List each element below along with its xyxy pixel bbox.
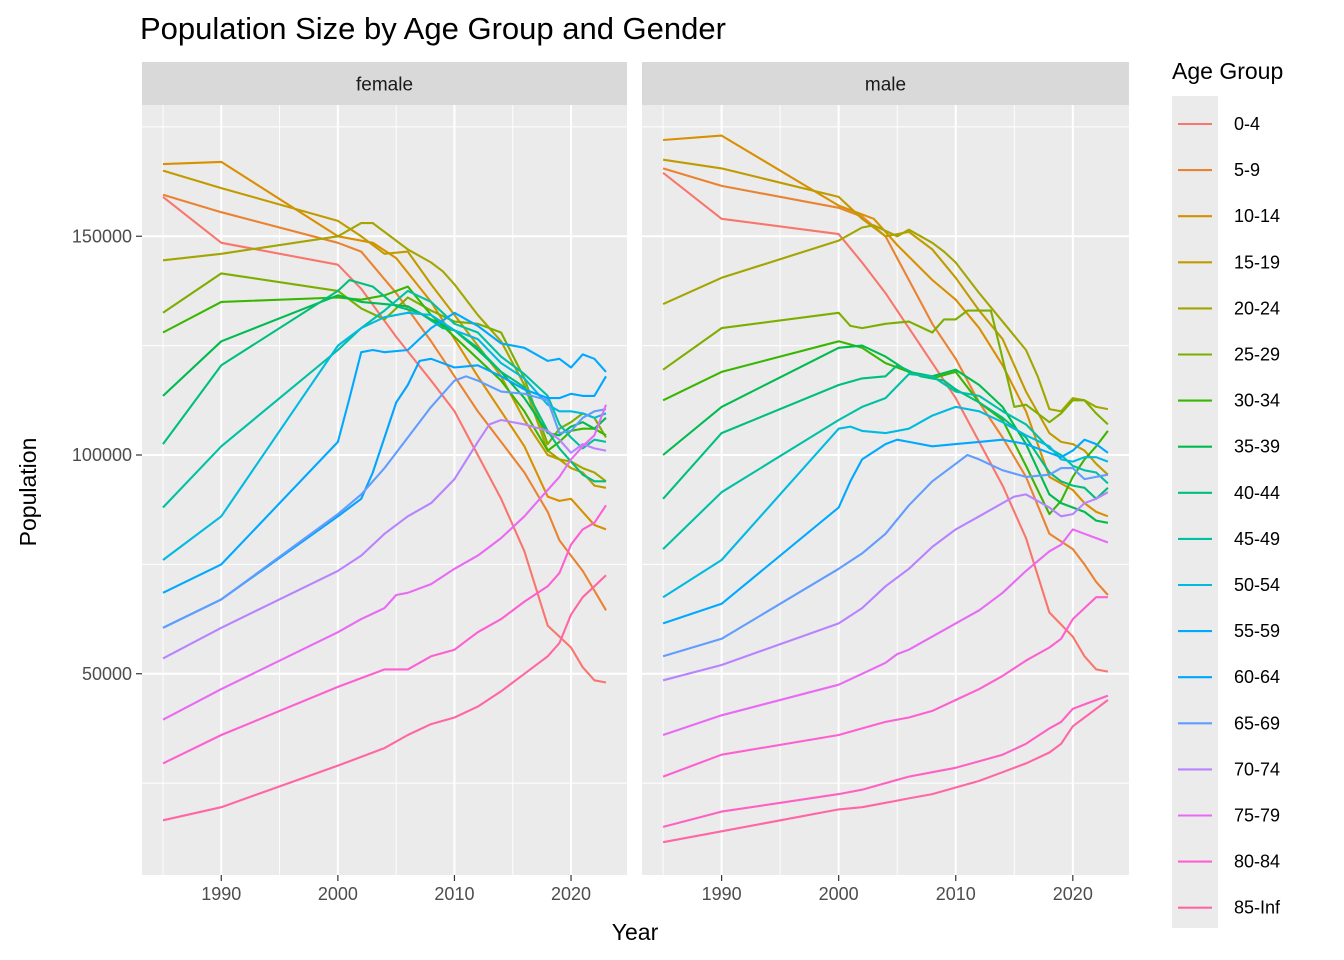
series-line-female-0-4 (162, 196, 607, 684)
x-tick-label: 2000 (819, 884, 859, 904)
series-line-male-10-14 (663, 134, 1109, 518)
legend-label-30-34: 30-34 (1234, 391, 1280, 411)
series-line-female-60-64 (162, 357, 607, 629)
x-axis-title: Year (612, 919, 659, 945)
series-line-male-40-44 (662, 364, 1109, 500)
x-tick-label: 1990 (702, 884, 742, 904)
legend-label-20-24: 20-24 (1234, 298, 1280, 318)
legend: Age Group 0-4 5-9 10-14 15-19 20-24 25-29 30-3… (1172, 58, 1283, 928)
series-line-male-80-84 (662, 694, 1109, 828)
y-tick-label: 50000 (82, 664, 132, 684)
strip-label-male: male (865, 75, 906, 96)
series-line-female-80-84 (162, 504, 607, 765)
series-line-male-75-79 (662, 596, 1108, 778)
panel-background-female (142, 105, 627, 875)
x-tick-label: 2010 (936, 884, 976, 904)
series-line-female-40-44 (162, 278, 606, 483)
series-line-male-20-24 (662, 224, 1109, 413)
x-tick-label: 2010 (434, 884, 474, 904)
y-tick-label: 150000 (72, 226, 132, 246)
series-line-male-25-29 (662, 309, 1109, 426)
legend-title: Age Group (1172, 58, 1283, 84)
series-line-female-5-9 (162, 193, 607, 611)
series-line-male-60-64 (662, 453, 1109, 658)
legend-background (1172, 96, 1218, 928)
x-tick-label: 2000 (318, 884, 358, 904)
series-line-female-65-69 (162, 375, 607, 629)
series-line-male-55-59 (662, 438, 1109, 625)
x-tick-label: 2020 (551, 884, 591, 904)
legend-label-40-44: 40-44 (1234, 483, 1280, 503)
legend-label-65-69: 65-69 (1234, 713, 1280, 733)
series-line-female-15-19 (162, 169, 607, 489)
strip-female (142, 62, 627, 105)
panel-female: female 1990 2000 2010 2020 50000 100000 150000 (72, 62, 627, 904)
series-line-female-85-Inf (162, 574, 607, 822)
series-line-male-50-54 (662, 405, 1109, 599)
series-line-male-70-74 (662, 528, 1109, 736)
series-line-male-35-39 (662, 344, 1109, 524)
panel-male: male 1990 2000 2010 2020 (642, 62, 1129, 904)
legend-label-25-29: 25-29 (1234, 345, 1280, 365)
x-tick-label: 2020 (1053, 884, 1093, 904)
legend-label-5-9: 5-9 (1234, 160, 1260, 180)
series-line-female-50-54 (162, 311, 607, 561)
legend-label-60-64: 60-64 (1234, 667, 1280, 687)
legend-label-50-54: 50-54 (1234, 575, 1280, 595)
strip-male (642, 62, 1129, 105)
legend-label-85-Inf: 85-Inf (1234, 898, 1281, 918)
legend-label-35-39: 35-39 (1234, 437, 1280, 457)
series-line-male-45-49 (662, 373, 1109, 550)
legend-label-45-49: 45-49 (1234, 529, 1280, 549)
legend-label-15-19: 15-19 (1234, 252, 1280, 272)
legend-label-70-74: 70-74 (1234, 759, 1280, 779)
series-line-female-10-14 (162, 160, 607, 531)
series-line-female-75-79 (162, 404, 607, 721)
legend-label-10-14: 10-14 (1234, 206, 1280, 226)
facet-panels: female 1990 2000 2010 2020 50000 100000 150000 m… (72, 62, 1129, 904)
series-line-female-25-29 (162, 272, 607, 446)
legend-label-0-4: 0-4 (1234, 114, 1260, 134)
legend-label-55-59: 55-59 (1234, 621, 1280, 641)
x-tick-label: 1990 (201, 884, 241, 904)
legend-label-75-79: 75-79 (1234, 806, 1280, 826)
strip-label-female: female (356, 75, 413, 96)
series-line-female-45-49 (162, 289, 607, 509)
series-line-female-55-59 (162, 311, 607, 594)
y-axis-title: Population (15, 438, 41, 547)
chart-title: Population Size by Age Group and Gender (140, 11, 726, 46)
panel-background-male (642, 105, 1129, 875)
series-line-female-70-74 (162, 418, 607, 660)
series-line-male-65-69 (662, 491, 1109, 682)
series-line-male-85-Inf (662, 699, 1109, 844)
y-tick-label: 100000 (72, 445, 132, 465)
series-line-male-5-9 (662, 167, 1109, 596)
series-line-male-0-4 (662, 171, 1109, 673)
legend-label-80-84: 80-84 (1234, 852, 1280, 872)
